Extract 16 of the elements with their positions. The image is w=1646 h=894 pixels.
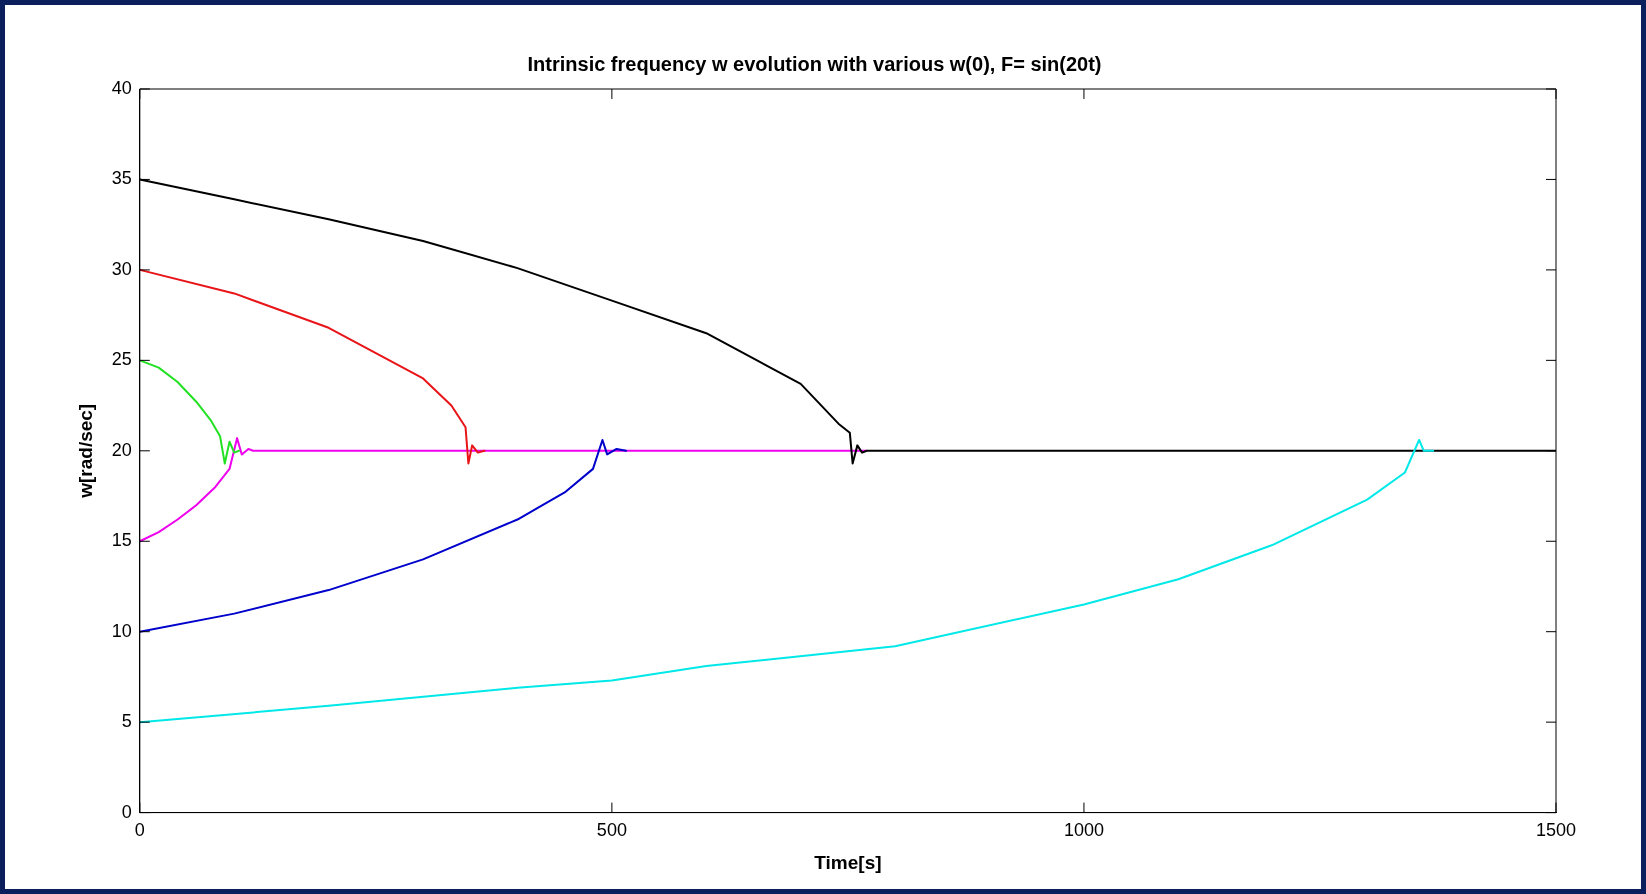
y-tick-label: 40 bbox=[111, 77, 132, 98]
y-tick-label: 5 bbox=[121, 711, 132, 732]
x-axis-title: Time[s] bbox=[814, 851, 882, 873]
x-tick-label: 0 bbox=[134, 820, 145, 841]
x-tick-label: 1000 bbox=[1063, 820, 1104, 841]
chart-title: Intrinsic frequency w evolution with various w(0), F= sin(20t) bbox=[527, 52, 1102, 75]
x-tick-label: 1500 bbox=[1535, 820, 1577, 841]
y-tick-label: 0 bbox=[121, 801, 132, 822]
y-tick-label: 15 bbox=[111, 530, 132, 551]
y-tick-label: 10 bbox=[111, 620, 132, 641]
x-tick-label: 500 bbox=[596, 820, 627, 841]
y-axis-title: w[rad/sec] bbox=[74, 403, 96, 499]
y-tick-label: 30 bbox=[111, 258, 132, 279]
y-tick-label: 25 bbox=[111, 349, 132, 370]
y-tick-label: 35 bbox=[111, 168, 132, 189]
y-tick-label: 20 bbox=[111, 439, 132, 460]
